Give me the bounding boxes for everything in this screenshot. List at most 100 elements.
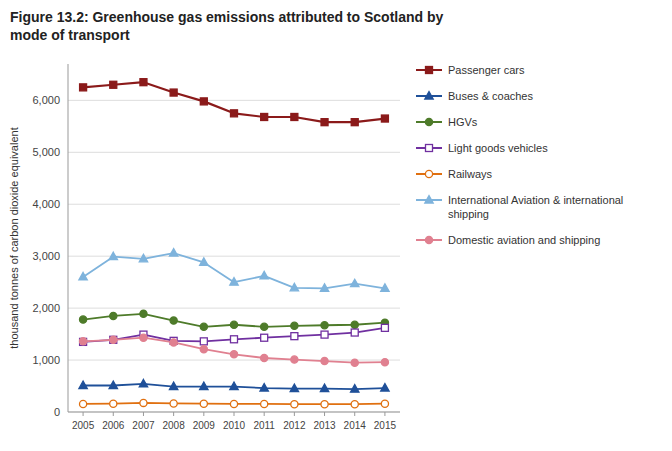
point: [291, 322, 298, 329]
point: [291, 356, 298, 363]
chart: Figure 13.2: Greenhouse gas emissions at…: [0, 0, 672, 451]
legend-label: Domestic aviation and shipping: [448, 234, 600, 246]
title-line: Figure 13.2: Greenhouse gas emissions at…: [10, 9, 444, 25]
x-axis: 2005200620072008200920102011201220132014…: [68, 412, 400, 431]
grid-line: [68, 152, 400, 153]
x-tick-label: 2014: [344, 420, 367, 431]
point: [381, 324, 388, 331]
x-tick: [384, 412, 385, 416]
point: [320, 284, 328, 292]
point: [230, 321, 237, 328]
x-tick-label: 2007: [132, 420, 155, 431]
point: [321, 331, 328, 338]
point: [260, 271, 268, 279]
point: [230, 351, 237, 358]
series: [79, 399, 388, 407]
point: [170, 89, 177, 96]
legend: Passenger carsBuses & coachesHGVsLight g…: [416, 64, 623, 246]
point: [140, 79, 147, 86]
point: [321, 119, 328, 126]
legend-marker: [426, 67, 433, 74]
point: [110, 336, 117, 343]
legend-item: International Aviation & internationalsh…: [416, 194, 623, 220]
point: [291, 401, 298, 408]
legend-item: Domestic aviation and shipping: [416, 234, 600, 246]
point: [80, 338, 87, 345]
point: [110, 336, 117, 343]
legend-marker: [426, 145, 433, 152]
legend-label-line: HGVs: [448, 116, 478, 128]
point: [381, 400, 388, 407]
point: [200, 98, 207, 105]
point: [351, 329, 358, 336]
point: [351, 279, 359, 287]
legend-item: Buses & coaches: [416, 90, 533, 102]
series: [80, 324, 389, 345]
y-tick-label: 2,000: [32, 302, 60, 314]
point: [351, 385, 359, 393]
point: [351, 359, 358, 366]
legend-label-line: Domestic aviation and shipping: [448, 234, 600, 246]
x-tick: [324, 412, 325, 416]
point: [260, 384, 268, 392]
x-tick-label: 2010: [223, 420, 246, 431]
point: [231, 110, 238, 117]
x-tick: [354, 412, 355, 416]
point: [110, 81, 117, 88]
y-tick-label: 4,000: [32, 198, 60, 210]
legend-label: International Aviation & internationalsh…: [448, 194, 623, 220]
legend-label: Light goods vehicles: [448, 142, 548, 154]
x-tick-label: 2005: [72, 420, 95, 431]
legend-label-line: Light goods vehicles: [448, 142, 548, 154]
point: [381, 284, 389, 292]
x-tick: [203, 412, 204, 416]
x-tick-label: 2009: [193, 420, 216, 431]
x-tick-label: 2012: [283, 420, 306, 431]
legend-label-line: Railways: [448, 168, 493, 180]
grid-line: [68, 308, 400, 309]
point: [79, 400, 86, 407]
grid-line: [68, 204, 400, 205]
y-tick-label: 0: [54, 406, 60, 418]
series-line: [83, 338, 385, 363]
legend-label: Railways: [448, 168, 493, 180]
point: [200, 346, 207, 353]
point: [79, 272, 87, 280]
plot-area: [79, 79, 389, 408]
point: [80, 84, 87, 91]
point: [231, 336, 238, 343]
legend-label: Buses & coaches: [448, 90, 533, 102]
point: [230, 278, 238, 286]
point: [290, 283, 298, 291]
series-line: [83, 328, 385, 342]
point: [170, 339, 177, 346]
point: [320, 384, 328, 392]
x-tick-label: 2015: [374, 420, 397, 431]
x-tick: [234, 412, 235, 416]
x-tick-label: 2006: [102, 420, 125, 431]
x-tick: [264, 412, 265, 416]
legend-label-line: International Aviation & international: [448, 194, 623, 206]
series: [79, 334, 388, 366]
point: [261, 113, 268, 120]
point: [321, 357, 328, 364]
point: [110, 312, 117, 319]
x-tick: [83, 412, 84, 416]
grid: [68, 100, 400, 412]
legend-label: HGVs: [448, 116, 478, 128]
point: [351, 321, 358, 328]
title: Figure 13.2: Greenhouse gas emissions at…: [10, 9, 444, 43]
point: [291, 333, 298, 340]
point: [261, 323, 268, 330]
point: [170, 400, 177, 407]
point: [200, 323, 207, 330]
point: [169, 382, 177, 390]
point: [351, 401, 358, 408]
point: [261, 334, 268, 341]
point: [200, 382, 208, 390]
point: [351, 119, 358, 126]
point: [140, 334, 147, 341]
point: [291, 113, 298, 120]
y-tick-label: 5,000: [32, 146, 60, 158]
point: [139, 254, 147, 262]
